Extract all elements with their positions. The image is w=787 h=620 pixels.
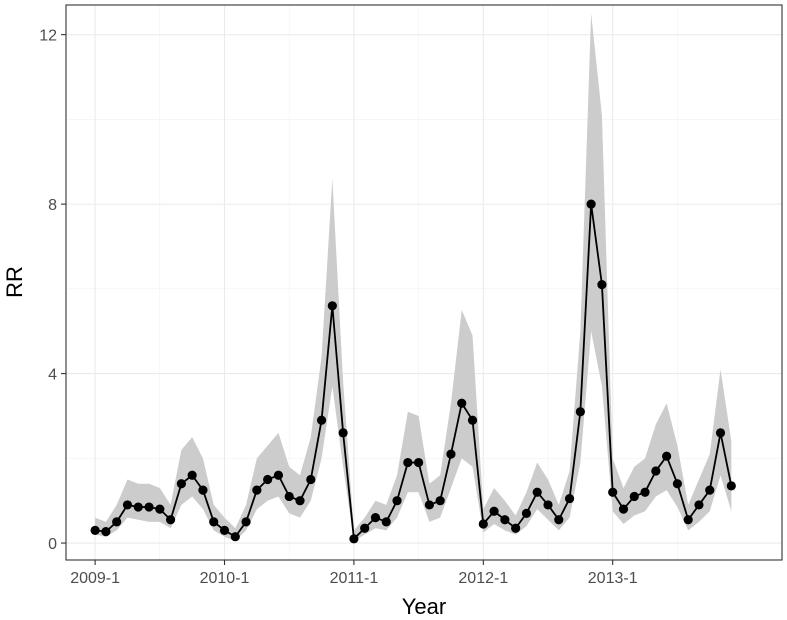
y-tick-label: 0 — [48, 536, 57, 553]
y-tick-label: 4 — [48, 367, 57, 384]
data-point — [564, 493, 575, 504]
data-point — [500, 515, 510, 525]
data-point — [651, 466, 661, 476]
gridlines — [66, 5, 782, 560]
x-tick-label: 2012-1 — [458, 570, 508, 587]
data-point — [629, 491, 639, 502]
data-point — [241, 517, 251, 527]
data-point — [511, 523, 521, 533]
data-point — [381, 517, 391, 527]
data-point — [295, 496, 305, 506]
confidence-band-area — [95, 13, 732, 541]
data-point — [230, 532, 240, 542]
data-point — [521, 508, 532, 518]
data-point — [273, 470, 284, 480]
data-point — [715, 428, 726, 438]
data-point — [209, 517, 219, 527]
data-point — [90, 525, 100, 535]
data-point — [338, 428, 348, 438]
x-axis-title: Year — [402, 594, 446, 619]
data-point — [122, 500, 133, 510]
data-point — [392, 496, 402, 506]
data-point — [608, 487, 618, 497]
data-point — [435, 496, 445, 506]
x-tick-label: 2013-1 — [588, 570, 638, 587]
axis-ticks — [61, 34, 614, 565]
data-point — [219, 525, 230, 535]
data-point — [640, 487, 650, 497]
rr-points — [90, 199, 736, 544]
data-point — [187, 470, 197, 480]
data-point — [198, 485, 208, 495]
data-point — [694, 500, 704, 510]
x-tick-label: 2011-1 — [330, 570, 379, 587]
y-axis-tick-labels: 0 4 8 12 — [39, 28, 57, 553]
data-point — [144, 502, 154, 512]
data-point — [446, 449, 456, 459]
data-point — [532, 487, 542, 497]
data-point — [489, 506, 499, 516]
data-point — [165, 515, 176, 525]
data-point — [327, 301, 337, 311]
data-point — [112, 517, 122, 527]
data-point — [424, 500, 434, 510]
data-point — [349, 534, 359, 544]
confidence-band — [95, 13, 732, 541]
data-point — [414, 457, 424, 468]
data-point — [176, 479, 186, 489]
panel-border — [65, 4, 783, 561]
data-point — [360, 523, 370, 533]
data-point — [478, 519, 488, 529]
data-point — [370, 513, 381, 523]
data-point — [586, 199, 596, 209]
data-point — [543, 500, 553, 510]
data-point — [284, 491, 294, 502]
data-point — [133, 502, 143, 512]
data-point — [252, 485, 262, 495]
data-point — [155, 504, 165, 514]
data-point — [705, 485, 715, 495]
y-tick-label: 12 — [39, 28, 57, 45]
data-point — [306, 474, 316, 485]
data-point — [672, 479, 683, 489]
data-point — [575, 407, 585, 417]
data-point — [726, 481, 736, 491]
data-point — [457, 398, 467, 408]
data-point — [263, 474, 273, 485]
data-point — [101, 527, 111, 537]
data-point — [662, 451, 672, 461]
data-point — [403, 457, 413, 468]
data-point — [554, 515, 564, 525]
y-axis-title: RR — [2, 266, 27, 298]
data-point — [316, 415, 327, 425]
data-point — [683, 515, 693, 525]
x-axis-tick-labels: 2009-1 2010-1 2011-1 2012-1 2013-1 — [70, 570, 638, 587]
data-point — [618, 504, 629, 514]
data-point — [597, 280, 607, 290]
data-point — [467, 415, 478, 425]
y-tick-label: 8 — [48, 197, 57, 214]
x-tick-label: 2009-1 — [70, 570, 120, 587]
x-tick-label: 2010-1 — [200, 570, 250, 587]
